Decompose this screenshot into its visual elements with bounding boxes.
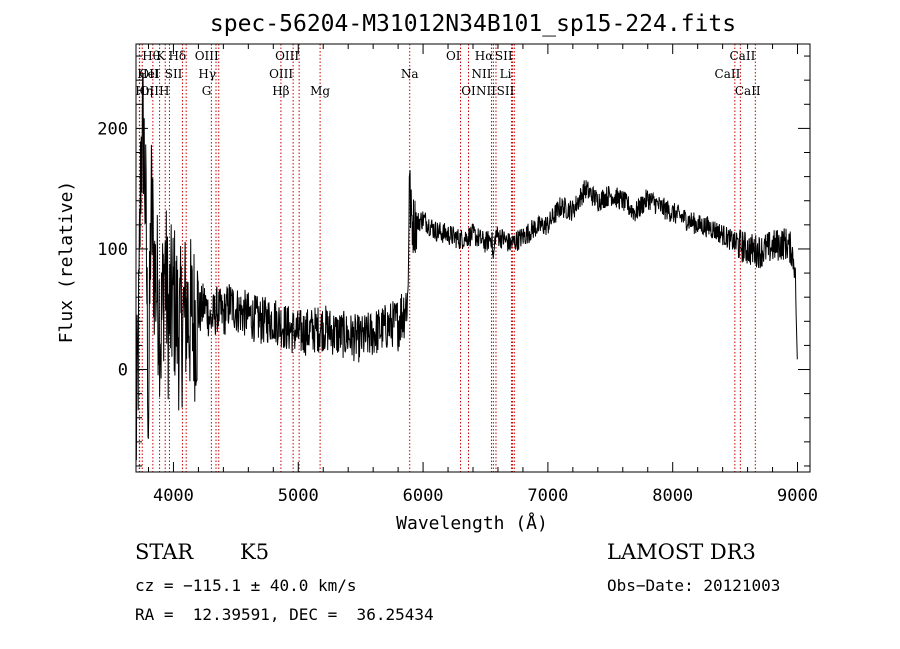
line-label: SII bbox=[495, 49, 513, 63]
line-label: OIII bbox=[275, 49, 299, 63]
line-label: NII bbox=[476, 84, 496, 98]
spectrum-line bbox=[135, 72, 798, 461]
ra-dec-coordinates: RA = 12.39591, DEC = 36.25434 bbox=[135, 605, 434, 624]
line-label: SII bbox=[165, 67, 183, 81]
line-label: HeI bbox=[137, 67, 160, 81]
line-label: Hδ bbox=[168, 49, 186, 63]
x-tick-label: 9000 bbox=[777, 486, 818, 506]
line-label: Hγ bbox=[198, 67, 216, 81]
line-label: OI bbox=[461, 84, 476, 98]
line-label: Hη bbox=[135, 84, 153, 98]
line-label: K bbox=[156, 49, 166, 63]
line-label: Li bbox=[500, 67, 512, 81]
line-label: OII bbox=[140, 84, 160, 98]
observation-date: Obs−Date: 20121003 bbox=[607, 576, 781, 595]
object-class: STAR bbox=[135, 540, 194, 564]
x-tick-label: 5000 bbox=[278, 486, 319, 506]
y-axis-label: Flux (relative) bbox=[56, 181, 77, 344]
line-label: G bbox=[202, 84, 212, 98]
y-tick-label: 200 bbox=[97, 119, 128, 139]
x-tick-label: 7000 bbox=[527, 486, 568, 506]
line-label: OIII bbox=[195, 49, 219, 63]
object-subclass: K5 bbox=[240, 540, 270, 564]
chart-title: spec-56204-M31012N34B101_sp15-224.fits bbox=[210, 11, 736, 37]
x-tick-label: 4000 bbox=[153, 486, 194, 506]
x-axis-label: Wavelength (Å) bbox=[396, 512, 548, 534]
line-label: H bbox=[159, 84, 169, 98]
line-label: OII bbox=[139, 67, 159, 81]
line-label: NII bbox=[471, 67, 491, 81]
redshift-velocity: cz = −115.1 ± 40.0 km/s bbox=[135, 576, 357, 595]
line-label: Hβ bbox=[272, 84, 289, 98]
x-tick-label: 6000 bbox=[403, 486, 444, 506]
y-tick-label: 100 bbox=[97, 240, 128, 260]
line-label: Hθ bbox=[142, 49, 160, 63]
line-label: OIII bbox=[269, 67, 293, 81]
line-label: OI bbox=[446, 49, 461, 63]
line-label: SII bbox=[497, 84, 515, 98]
y-tick-label: 0 bbox=[118, 361, 128, 381]
line-label: Na bbox=[401, 67, 419, 81]
plot-frame bbox=[135, 43, 811, 473]
x-tick-label: 8000 bbox=[652, 486, 693, 506]
line-label: CaII bbox=[715, 67, 741, 81]
line-label: CaII bbox=[730, 49, 756, 63]
line-label: CaII bbox=[735, 84, 761, 98]
line-label: Hα bbox=[475, 49, 494, 63]
survey-name: LAMOST DR3 bbox=[607, 540, 756, 564]
line-label: Mg bbox=[310, 84, 330, 98]
